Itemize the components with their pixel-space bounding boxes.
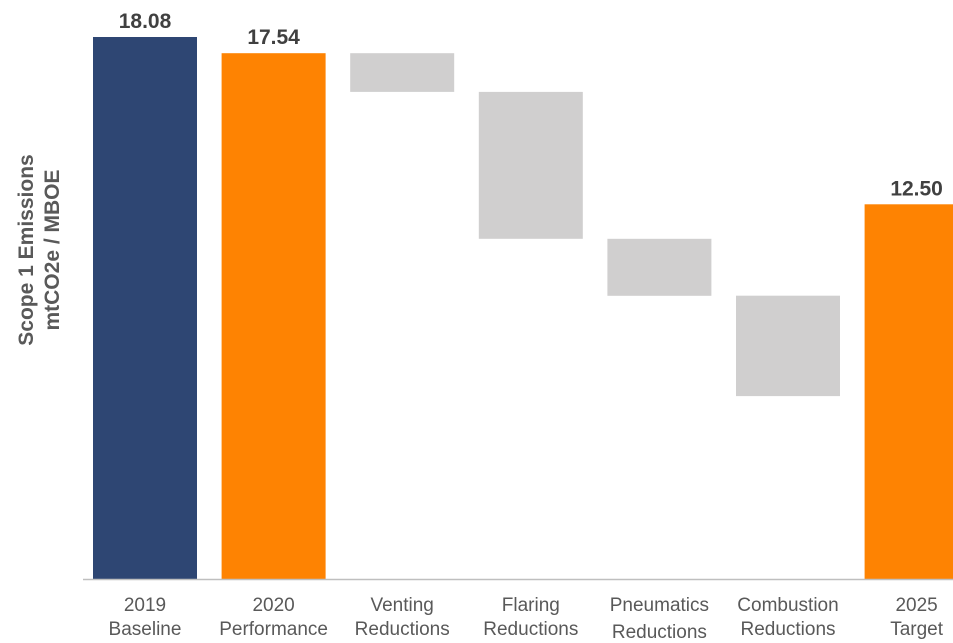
x-tick-label-5-line-2: Reductions [740,619,835,640]
x-tick-label-3-line-1: Flaring [502,595,560,616]
x-tick-label-2-line-2: Reductions [355,619,450,640]
x-tick-label-0-line-1: 2019 [124,595,166,616]
bar-6 [864,204,953,580]
x-tick-label-2-line-1: Venting [370,595,433,616]
bar-4 [607,238,712,296]
x-tick-label-6-line-2: Target [890,619,944,640]
x-tick-label-1-line-2: Performance [219,619,328,640]
data-label-1: 17.54 [247,26,300,49]
data-label-6: 12.50 [890,177,943,200]
x-tick-label-1-line-1: 2020 [252,595,294,616]
x-tick-label-0-line-2: Baseline [109,619,182,640]
x-tick-label-4-line-2: Reductions [612,622,707,643]
bar-2 [350,53,455,92]
data-label-0: 18.08 [119,10,172,33]
x-tick-label-3-line-2: Reductions [483,619,578,640]
x-tick-label-4-line-1: Pneumatics [610,595,709,616]
x-tick-label-6-line-1: 2025 [895,595,937,616]
x-tick-label-5-line-1: Combustion [737,595,838,616]
bar-0 [93,37,197,579]
bar-5 [736,295,840,397]
bar-1 [221,53,326,579]
bar-3 [478,91,583,239]
